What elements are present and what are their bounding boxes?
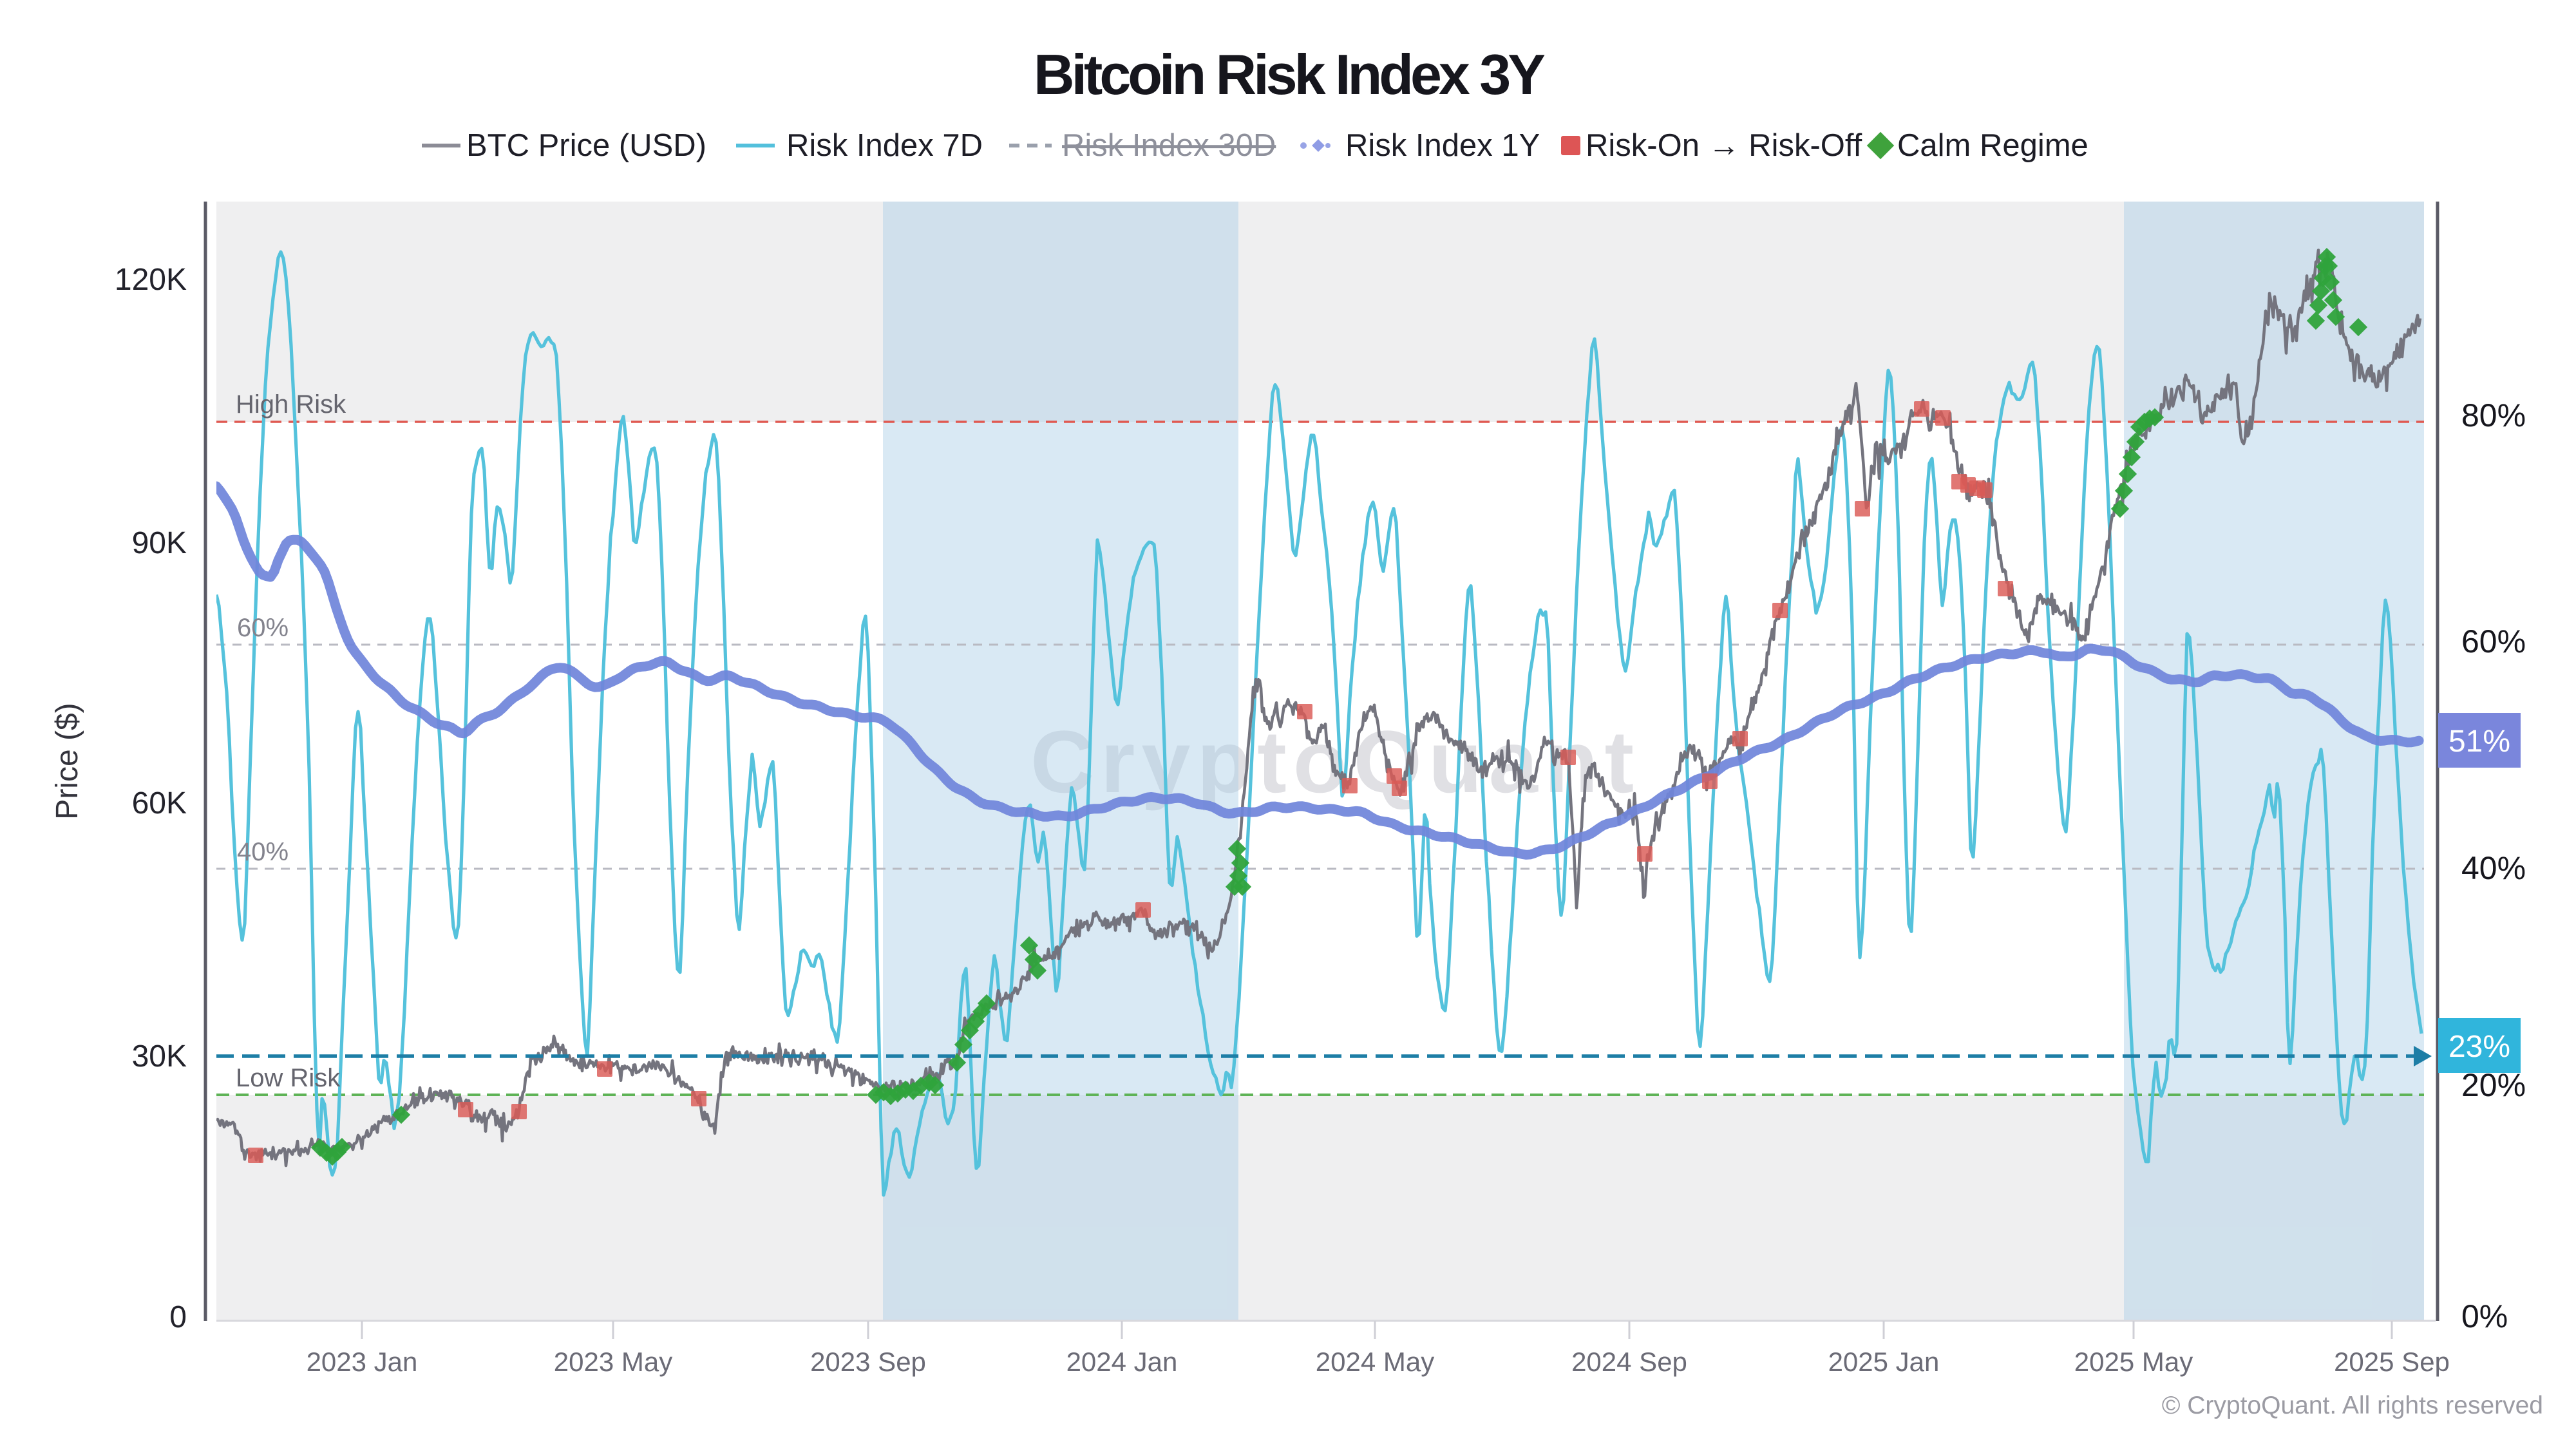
svg-text:0: 0 [169,1300,187,1334]
svg-text:2025 May: 2025 May [2074,1347,2193,1377]
svg-text:2023 Sep: 2023 Sep [810,1347,926,1377]
svg-text:60K: 60K [132,786,187,820]
svg-text:2023 Jan: 2023 Jan [307,1347,418,1377]
svg-text:2024 Sep: 2024 Sep [1571,1347,1687,1377]
svg-text:51%: 51% [2448,724,2510,759]
svg-text:High Risk: High Risk [236,390,346,419]
svg-text:40%: 40% [237,838,289,866]
svg-text:20%: 20% [2461,1067,2526,1103]
svg-text:2023 May: 2023 May [554,1347,672,1377]
svg-text:Price ($): Price ($) [50,703,84,819]
svg-text:2025 Jan: 2025 Jan [1828,1347,1940,1377]
svg-text:23%: 23% [2448,1030,2510,1064]
svg-text:Calm Regime: Calm Regime [1897,128,2088,163]
svg-text:Risk Index 7D: Risk Index 7D [786,128,983,163]
svg-text:2024 Jan: 2024 Jan [1066,1347,1178,1377]
svg-text:80%: 80% [2461,397,2526,433]
svg-text:40%: 40% [2461,850,2526,886]
svg-text:© CryptoQuant. All rights rese: © CryptoQuant. All rights reserved [2162,1392,2543,1419]
svg-text:Risk Index 30D: Risk Index 30D [1062,128,1276,163]
svg-text:30K: 30K [132,1039,187,1074]
svg-text:BTC Price (USD): BTC Price (USD) [466,128,706,163]
svg-text:2025 Sep: 2025 Sep [2334,1347,2450,1377]
svg-text:Bitcoin Risk Index 3Y: Bitcoin Risk Index 3Y [1034,43,1545,106]
svg-text:2024 May: 2024 May [1316,1347,1434,1377]
svg-text:Risk Index 1Y: Risk Index 1Y [1345,128,1540,163]
svg-text:0%: 0% [2461,1298,2508,1334]
svg-text:60%: 60% [237,614,289,642]
svg-text:90K: 90K [132,526,187,560]
svg-text:Low Risk: Low Risk [236,1064,341,1092]
svg-text:120K: 120K [115,263,187,297]
svg-text:Risk-On → Risk-Off: Risk-On → Risk-Off [1586,128,1862,163]
svg-text:60%: 60% [2461,623,2526,659]
